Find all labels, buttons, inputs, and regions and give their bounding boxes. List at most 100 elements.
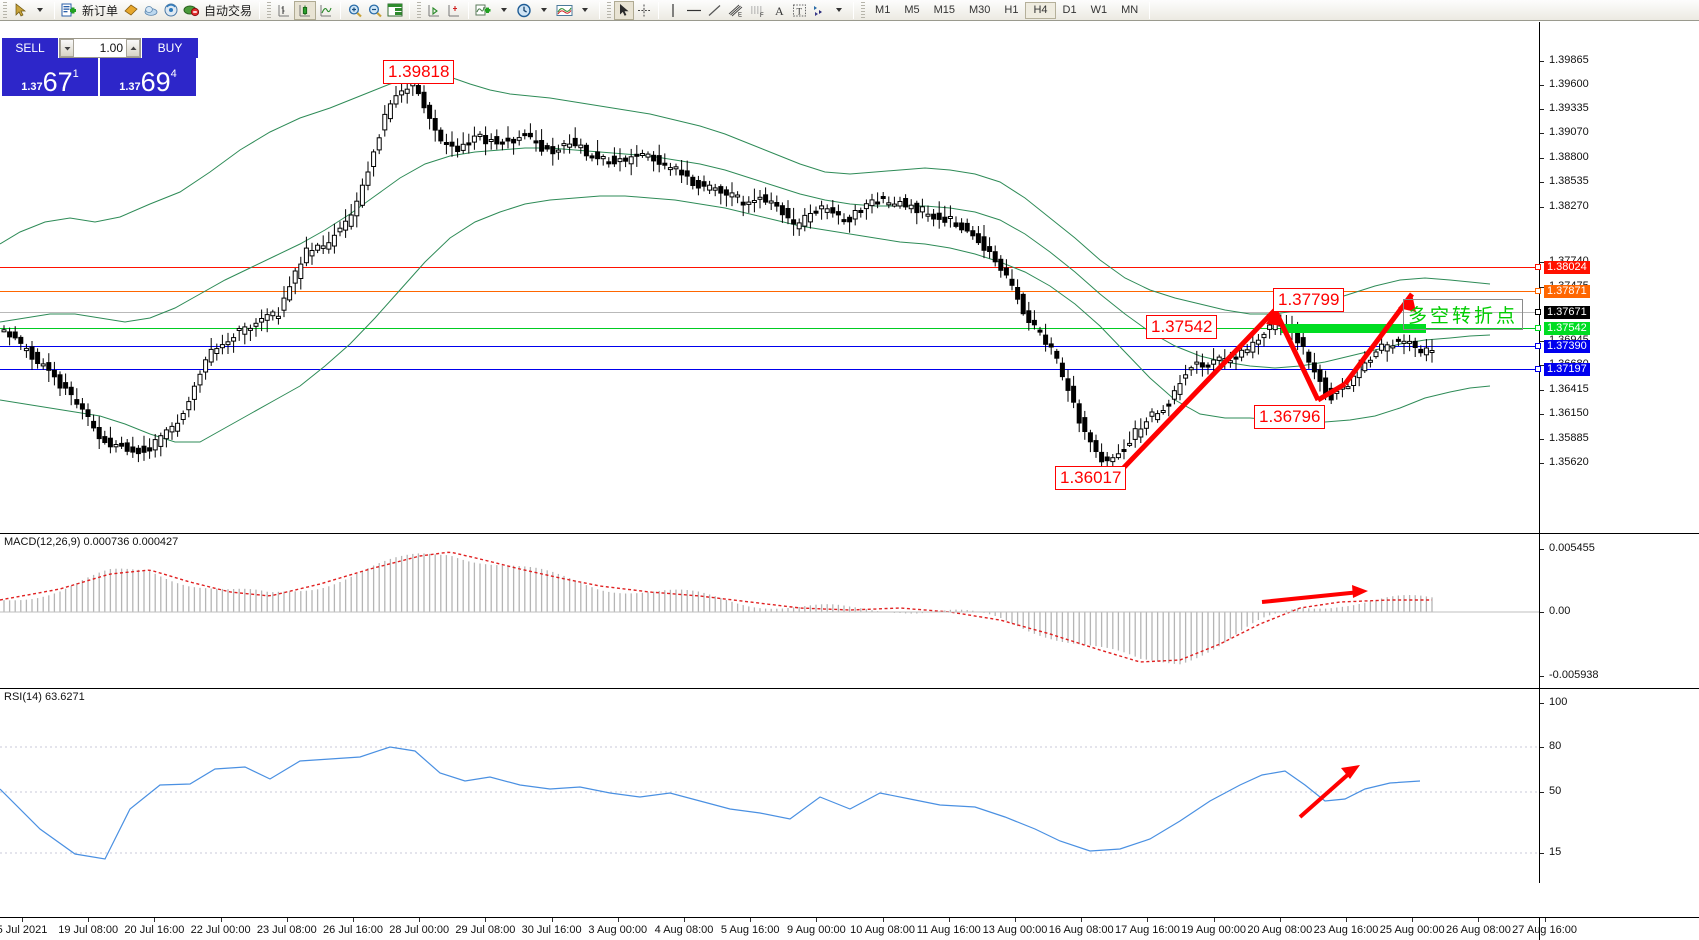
- price-marker-1-37871[interactable]: 1.37871: [1535, 285, 1590, 298]
- one-click-trading-panel[interactable]: SELL 1.00 BUY 1.37 67 1 1.37 69 4: [2, 38, 198, 96]
- macd-arrow[interactable]: [0, 534, 1539, 688]
- turning-point-note[interactable]: 多空转折点: [1403, 299, 1524, 330]
- volume-down-button[interactable]: [60, 39, 74, 57]
- hline-1-37197[interactable]: [0, 369, 1539, 370]
- price-marker-1-38024[interactable]: 1.38024: [1535, 261, 1590, 274]
- trend-arrows[interactable]: [0, 22, 1539, 533]
- vertical-line-icon[interactable]: [663, 1, 683, 20]
- pullback-low-label[interactable]: 1.36796: [1254, 405, 1326, 429]
- trendline-icon[interactable]: [705, 1, 725, 20]
- price-marker-1-37542[interactable]: 1.37542: [1535, 322, 1590, 335]
- timeframe-m15[interactable]: M15: [933, 4, 955, 16]
- shapes-icon[interactable]: [809, 1, 829, 20]
- zoom-out-icon[interactable]: [365, 1, 385, 20]
- toolbar-grip-3[interactable]: [417, 1, 422, 19]
- horizontal-line-icon[interactable]: [683, 1, 705, 20]
- cursor-arrow-icon[interactable]: [10, 1, 30, 20]
- line-chart-icon[interactable]: [316, 1, 336, 20]
- pointer-icon[interactable]: [614, 0, 635, 20]
- price-marker-1-37390[interactable]: 1.37390: [1535, 340, 1590, 353]
- chart-shift-icon[interactable]: [444, 1, 464, 20]
- macd-plot[interactable]: [0, 534, 1539, 688]
- templates-icon[interactable]: [554, 1, 575, 20]
- resistance-label[interactable]: 1.37542: [1146, 315, 1218, 339]
- volume-stepper[interactable]: 1.00: [59, 38, 141, 58]
- resistance-zone-rect[interactable]: [1281, 324, 1426, 333]
- oct-price-row[interactable]: 1.37 67 1 1.37 69 4: [2, 58, 198, 96]
- hline-current-price: [0, 312, 1539, 313]
- buy-price-prefix: 1.37: [119, 81, 141, 93]
- time-label: 25 Aug 00:00: [1379, 924, 1445, 936]
- hline-1-38024[interactable]: [0, 267, 1539, 268]
- price-marker-1-37671[interactable]: 1.37671: [1535, 306, 1590, 319]
- chart-area[interactable]: 1.39818 1.37542 1.37799 1.36796 1.36017 …: [0, 22, 1699, 917]
- swing-high-label[interactable]: 1.39818: [383, 60, 455, 84]
- hline-1-37871[interactable]: [0, 291, 1539, 292]
- timeframe-d1[interactable]: D1: [1062, 4, 1077, 16]
- bar-chart-icon[interactable]: [274, 1, 294, 20]
- toolbar-grip-5[interactable]: [861, 1, 866, 19]
- toolbar-grip-4[interactable]: [607, 1, 612, 19]
- volume-up-button[interactable]: [126, 39, 140, 57]
- macd-scale[interactable]: 0.005455 0.00 -0.005938: [1539, 534, 1699, 688]
- chart-graphics: [0, 73, 1491, 443]
- zoom-in-icon[interactable]: [345, 1, 365, 20]
- buy-price-sup: 4: [170, 68, 177, 80]
- cloud-icon[interactable]: [141, 1, 161, 20]
- price-scale[interactable]: 1.39865 1.39600 1.39335 1.39070 1.38800 1.385…: [1535, 22, 1699, 533]
- time-tick: [617, 918, 619, 922]
- indicators-dropdown-icon[interactable]: [494, 1, 514, 20]
- toolbar-grip[interactable]: [3, 1, 7, 19]
- templates-dropdown-icon[interactable]: [575, 1, 595, 20]
- shapes-dropdown-icon[interactable]: [829, 1, 849, 20]
- time-label: 30 Jul 16:00: [521, 924, 582, 936]
- volume-input[interactable]: 1.00: [74, 39, 126, 57]
- timeframe-h4[interactable]: H4: [1025, 1, 1056, 19]
- hline-1-37542[interactable]: [0, 328, 1539, 329]
- fibonacci-icon[interactable]: E: [725, 1, 747, 20]
- label-icon[interactable]: T: [789, 1, 809, 20]
- rsi-scale[interactable]: 100 80 50 15: [1539, 689, 1699, 883]
- recent-high-label[interactable]: 1.37799: [1273, 288, 1345, 312]
- timeframe-h1[interactable]: H1: [1004, 4, 1019, 16]
- price-plot[interactable]: 1.39818 1.37542 1.37799 1.36796 1.36017 …: [0, 22, 1539, 533]
- new-order-icon[interactable]: [59, 1, 79, 20]
- period-icon[interactable]: [514, 1, 534, 20]
- rsi-arrow[interactable]: [0, 689, 1539, 883]
- indicators-icon[interactable]: [473, 1, 494, 20]
- dropdown-arrow-icon[interactable]: [30, 1, 50, 20]
- candlestick-chart-icon[interactable]: [294, 0, 317, 20]
- buy-button[interactable]: BUY: [142, 38, 198, 58]
- sell-button[interactable]: SELL: [2, 38, 58, 58]
- timeframe-m1[interactable]: M1: [875, 4, 891, 16]
- hline-1-37390[interactable]: [0, 346, 1539, 347]
- timeframe-w1[interactable]: W1: [1090, 4, 1108, 16]
- rsi-plot[interactable]: [0, 689, 1539, 883]
- sell-price-display[interactable]: 1.37 67 1: [2, 58, 98, 96]
- main-toolbar[interactable]: 新订单 自动交易: [0, 0, 1699, 21]
- price-marker-1-37197[interactable]: 1.37197: [1535, 363, 1590, 376]
- swing-low-label[interactable]: 1.36017: [1055, 466, 1127, 490]
- autotrading-icon[interactable]: [181, 1, 201, 20]
- buy-price-display[interactable]: 1.37 69 4: [100, 58, 196, 96]
- timeframe-mn[interactable]: MN: [1121, 4, 1139, 16]
- rsi-pane[interactable]: RSI(14) 63.6271 100 80 50 15: [0, 688, 1699, 883]
- oct-top-row[interactable]: SELL 1.00 BUY: [2, 38, 198, 58]
- timeframe-m5[interactable]: M5: [904, 4, 920, 16]
- time-tick: [485, 918, 487, 922]
- data-window-icon[interactable]: [385, 1, 405, 20]
- autotrading-label[interactable]: 自动交易: [204, 3, 253, 18]
- advisor-icon[interactable]: [121, 1, 141, 20]
- time-axis[interactable]: 5 Jul 2021 19 Jul 08:00 20 Jul 16:00 22 Jul…: [0, 917, 1699, 940]
- price-pane[interactable]: 1.39818 1.37542 1.37799 1.36796 1.36017 …: [0, 22, 1699, 533]
- macd-pane[interactable]: MACD(12,26,9) 0.000736 0.000427 0.005455…: [0, 533, 1699, 688]
- new-order-label[interactable]: 新订单: [82, 3, 119, 18]
- fibo-fan-icon[interactable]: F: [747, 1, 769, 20]
- crosshair-icon[interactable]: [634, 1, 654, 20]
- signal-icon[interactable]: [161, 1, 181, 20]
- auto-scroll-icon[interactable]: [424, 1, 444, 20]
- period-dropdown-icon[interactable]: [534, 1, 554, 20]
- timeframe-m30[interactable]: M30: [969, 4, 991, 16]
- toolbar-grip-2[interactable]: [267, 1, 272, 19]
- text-icon[interactable]: A: [769, 1, 789, 20]
